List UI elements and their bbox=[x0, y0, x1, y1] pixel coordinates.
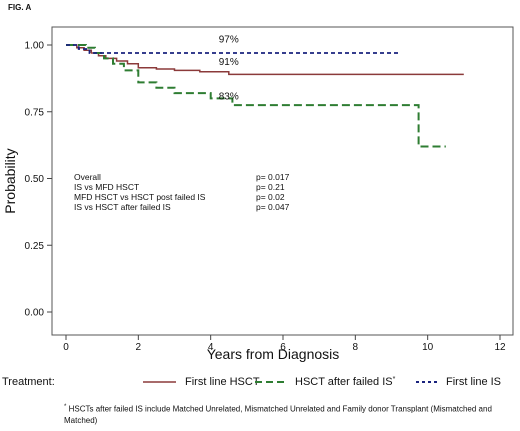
pvalue-comparison: MFD HSCT vs HSCT post failed IS bbox=[74, 192, 206, 202]
legend-item-hsct-after-failed-is-label: HSCT after failed IS bbox=[295, 376, 393, 388]
pvalue-table: Overall p= 0.017 IS vs MFD HSCT p= 0.21 MFD … bbox=[74, 172, 290, 212]
x-tick-label: 4 bbox=[208, 342, 214, 353]
series-layer bbox=[66, 44, 464, 148]
x-axis: 0 2 4 6 8 10 12 bbox=[63, 335, 506, 353]
pvalue-value: p= 0.02 bbox=[256, 192, 285, 202]
y-tick-label: 0.25 bbox=[25, 241, 45, 252]
legend-title: Treatment: bbox=[2, 376, 55, 388]
legend: Treatment: First line HSCT HSCT after fa… bbox=[2, 376, 501, 388]
pvalue-comparison: Overall bbox=[74, 172, 101, 182]
x-tick-label: 8 bbox=[353, 342, 359, 353]
x-axis-label: Years from Diagnosis bbox=[207, 346, 340, 362]
pvalue-value: p= 0.017 bbox=[256, 172, 290, 182]
pvalue-value: p= 0.21 bbox=[256, 182, 285, 192]
x-tick-label: 6 bbox=[280, 342, 286, 353]
legend-item-first-line-hsct: First line HSCT bbox=[185, 376, 260, 388]
figure-label: FIG. A bbox=[8, 3, 32, 12]
footnote-marker: * bbox=[64, 404, 67, 410]
annotation-layer: 97% 91% 83% bbox=[219, 34, 239, 102]
pvalue-comparison: IS vs HSCT after failed IS bbox=[74, 202, 171, 212]
y-tick-label: 0.75 bbox=[25, 107, 45, 118]
annotation-label: 83% bbox=[219, 92, 239, 103]
y-axis: 0.00 0.25 0.50 0.75 1.00 bbox=[25, 41, 52, 319]
footnote-text: HSCTs after failed IS include Matched Un… bbox=[64, 404, 492, 425]
legend-footnote-marker: * bbox=[393, 376, 396, 383]
y-tick-label: 0.00 bbox=[25, 308, 45, 319]
series-line-first-line-is bbox=[66, 44, 399, 54]
series-line-hsct-after-failed-is bbox=[66, 44, 446, 148]
annotation-label: 97% bbox=[219, 34, 239, 45]
x-tick-label: 10 bbox=[422, 342, 434, 353]
annotation-label: 91% bbox=[219, 57, 239, 68]
x-tick-label: 2 bbox=[136, 342, 142, 353]
y-tick-label: 1.00 bbox=[25, 41, 45, 52]
pvalue-value: p= 0.047 bbox=[256, 202, 290, 212]
y-tick-label: 0.50 bbox=[25, 174, 45, 185]
x-tick-label: 12 bbox=[494, 342, 506, 353]
legend-item-hsct-after-failed-is: HSCT after failed IS* bbox=[295, 376, 396, 388]
pvalue-comparison: IS vs MFD HSCT bbox=[74, 182, 139, 192]
y-axis-label: Probability bbox=[2, 148, 18, 213]
x-tick-label: 0 bbox=[63, 342, 69, 353]
footnote: * HSCTs after failed IS include Matched … bbox=[64, 402, 514, 426]
legend-item-first-line-is: First line IS bbox=[446, 376, 501, 388]
series-line-first-line-hsct bbox=[66, 44, 464, 76]
